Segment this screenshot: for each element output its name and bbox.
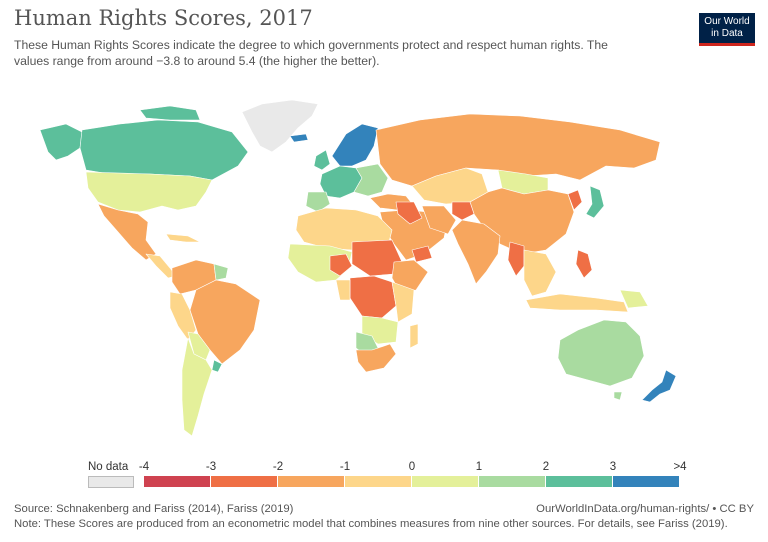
legend-bin[interactable] xyxy=(613,476,680,487)
legend-no-data-label: No data xyxy=(88,461,129,473)
region-yemen[interactable] xyxy=(411,245,433,263)
region-new-zealand[interactable] xyxy=(641,369,677,403)
region-central-africa-west[interactable] xyxy=(335,279,351,301)
region-north-korea[interactable] xyxy=(567,189,583,211)
subtitle-line-1: These Human Rights Scores indicate the d… xyxy=(14,38,608,52)
source-text: Source: Schnakenberg and Fariss (2014), … xyxy=(14,503,294,515)
legend-bin[interactable] xyxy=(546,476,613,487)
region-canada[interactable] xyxy=(79,119,249,181)
legend-bin[interactable] xyxy=(144,476,211,487)
region-south-africa[interactable] xyxy=(355,343,397,373)
region-myanmar[interactable] xyxy=(507,241,525,277)
legend-tick-label: -4 xyxy=(138,461,150,473)
legend-color-ramp[interactable]: -4 -3 -2 -1 0 1 2 3 >4 xyxy=(139,461,687,487)
region-papua[interactable] xyxy=(619,289,649,309)
region-eastern-europe[interactable] xyxy=(353,163,389,197)
legend-tick-label: -1 xyxy=(339,461,351,473)
legend-bin[interactable] xyxy=(412,476,479,487)
region-japan[interactable] xyxy=(585,185,605,219)
region-tasmania[interactable] xyxy=(613,391,623,401)
region-east-africa[interactable] xyxy=(391,281,415,323)
legend-tick-label: 0 xyxy=(408,461,416,473)
legend-tick-label: -3 xyxy=(205,461,217,473)
legend-no-data-swatch[interactable] xyxy=(88,476,134,488)
source-url[interactable]: OurWorldInData.org/human-rights/ • CC BY xyxy=(536,503,754,515)
region-united-states[interactable] xyxy=(85,171,213,213)
region-mexico[interactable] xyxy=(97,203,157,261)
region-iberia[interactable] xyxy=(305,191,331,213)
region-greenland[interactable] xyxy=(241,99,319,153)
region-argentina[interactable] xyxy=(181,337,213,437)
region-central-america[interactable] xyxy=(145,253,177,279)
logo-line-1: Our World xyxy=(704,16,750,27)
region-iran[interactable] xyxy=(421,205,457,235)
region-afghanistan[interactable] xyxy=(451,201,475,221)
region-iceland[interactable] xyxy=(289,133,309,143)
region-brazil[interactable] xyxy=(189,279,261,365)
legend-tick-label: -2 xyxy=(272,461,284,473)
legend-bin[interactable] xyxy=(345,476,412,487)
chart-subtitle: These Human Rights Scores indicate the d… xyxy=(14,38,664,69)
legend-bin[interactable] xyxy=(278,476,345,487)
region-uruguay[interactable] xyxy=(211,359,223,373)
region-uk-ireland[interactable] xyxy=(313,149,331,171)
region-madagascar[interactable] xyxy=(409,323,419,349)
region-caribbean[interactable] xyxy=(165,233,201,243)
region-guianas[interactable] xyxy=(213,263,229,281)
region-horn-of-africa[interactable] xyxy=(391,259,429,293)
region-nigeria[interactable] xyxy=(329,253,353,277)
chart-title: Human Rights Scores, 2017 xyxy=(14,6,313,30)
legend-tick-label: 3 xyxy=(609,461,617,473)
subtitle-line-2: values range from around −3.8 to around … xyxy=(14,53,380,68)
legend-tick-label: 2 xyxy=(542,461,550,473)
region-alaska[interactable] xyxy=(39,123,83,161)
region-philippines[interactable] xyxy=(575,249,593,279)
region-indonesia[interactable] xyxy=(525,293,629,313)
color-legend: No data -4 -3 -2 -1 0 1 2 3 >4 xyxy=(0,458,768,492)
note-text: Note: These Scores are produced from an … xyxy=(14,518,728,530)
region-australia[interactable] xyxy=(557,319,645,387)
region-arctic-islands[interactable] xyxy=(139,105,201,121)
owid-logo[interactable]: Our World in Data xyxy=(699,13,755,46)
region-iraq-syria[interactable] xyxy=(395,201,423,225)
region-southeast-asia[interactable] xyxy=(523,249,557,297)
world-map[interactable] xyxy=(0,94,768,444)
legend-bin[interactable] xyxy=(479,476,546,487)
legend-tick-label: 1 xyxy=(475,461,483,473)
region-bolivia-paraguay[interactable] xyxy=(187,331,211,361)
legend-tick-label: >4 xyxy=(673,461,687,473)
region-scandinavia[interactable] xyxy=(331,123,379,167)
logo-line-2: in Data xyxy=(711,27,743,39)
legend-bin[interactable] xyxy=(211,476,278,487)
region-dr-congo[interactable] xyxy=(349,275,397,319)
region-india[interactable] xyxy=(451,219,501,285)
